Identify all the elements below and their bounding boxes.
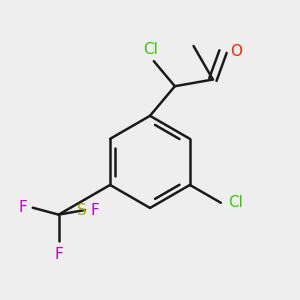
Text: S: S	[76, 203, 86, 218]
Text: O: O	[230, 44, 242, 59]
Text: F: F	[91, 202, 100, 217]
Text: F: F	[18, 200, 27, 215]
Text: Cl: Cl	[143, 42, 158, 57]
Text: F: F	[54, 247, 63, 262]
Text: Cl: Cl	[228, 195, 243, 210]
